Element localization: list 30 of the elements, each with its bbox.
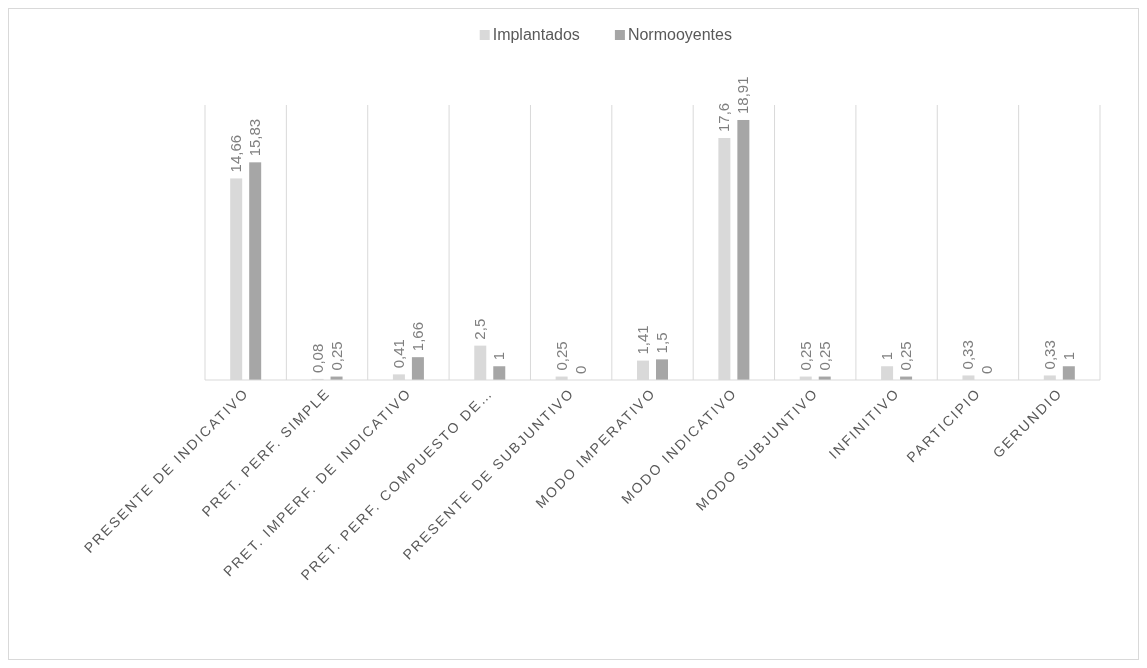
data-label: 1,5 — [653, 332, 670, 354]
data-label: 1,66 — [408, 321, 426, 352]
data-label: 0,25 — [552, 341, 570, 371]
legend-label: Implantados — [492, 26, 580, 43]
data-label: 17,6 — [715, 102, 733, 132]
data-label: 0,41 — [389, 339, 407, 369]
data-label: 0,25 — [815, 341, 833, 371]
legend-label: Normooyentes — [627, 26, 732, 43]
data-label: 0,08 — [308, 343, 326, 373]
data-label: 14,66 — [227, 134, 245, 173]
data-label: 0,25 — [327, 341, 345, 371]
data-label: 2,5 — [471, 318, 489, 340]
data-label: 15,83 — [246, 118, 264, 157]
data-label: 0,25 — [796, 341, 814, 371]
data-label: 1 — [878, 351, 896, 361]
data-label: 0 — [571, 365, 589, 374]
bar — [411, 357, 424, 380]
bar — [656, 359, 668, 380]
bar — [249, 162, 262, 380]
data-label: 1,41 — [634, 325, 651, 355]
bar — [737, 119, 750, 380]
data-label: 1 — [1059, 351, 1077, 361]
data-label: 0,33 — [959, 340, 977, 370]
bar — [1062, 366, 1075, 380]
data-label: 0,33 — [1040, 340, 1058, 370]
data-label: 1 — [490, 351, 508, 361]
data-label: 0 — [978, 365, 996, 374]
data-label: 18,91 — [734, 76, 752, 114]
bar — [493, 366, 506, 380]
data-label: 0,25 — [897, 341, 915, 371]
